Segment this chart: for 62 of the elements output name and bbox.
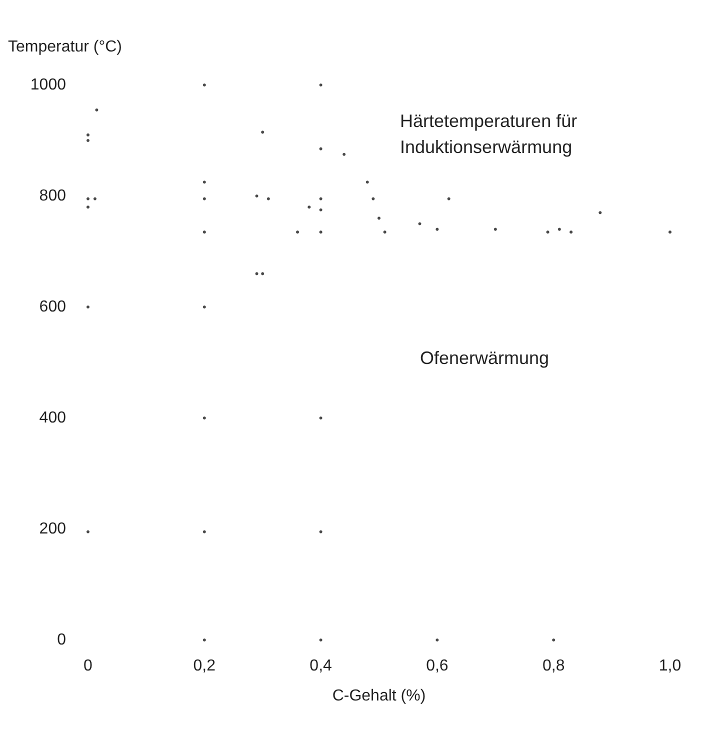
point (319, 638, 322, 642)
point (255, 272, 258, 276)
point (86, 139, 90, 142)
point (598, 211, 602, 214)
point (319, 530, 322, 534)
point (668, 230, 672, 234)
point (308, 206, 311, 209)
point (436, 228, 439, 231)
point (202, 197, 206, 200)
x-tick-label: 0,6 (426, 658, 448, 674)
y-tick-label: 600 (39, 298, 66, 316)
y-tick-label: 800 (39, 188, 66, 204)
annotation: Härtetemperaturen für Induktionserwärmung (400, 111, 578, 157)
x-tick-label: 0,8 (542, 658, 565, 674)
point (86, 197, 90, 200)
point (86, 530, 90, 534)
point (261, 130, 264, 134)
point (86, 306, 90, 308)
point (558, 228, 561, 231)
y-tick-label: 400 (39, 410, 66, 426)
point (261, 272, 264, 276)
point (266, 197, 270, 200)
point (319, 84, 322, 86)
point (93, 197, 96, 200)
point (202, 230, 206, 234)
point (372, 197, 375, 200)
x-tick-label: 1,0 (658, 658, 682, 674)
point (436, 638, 439, 642)
point (319, 197, 322, 200)
point (86, 206, 90, 209)
point (86, 133, 90, 136)
x-tick-label: 0 (84, 658, 93, 674)
point (366, 180, 369, 184)
point (378, 216, 380, 220)
point (319, 416, 322, 420)
point (570, 230, 573, 234)
point (255, 194, 258, 198)
point (552, 638, 556, 642)
point (319, 208, 322, 212)
point (342, 152, 346, 156)
annotation: Ofenerwärmung (420, 348, 550, 368)
point (202, 180, 206, 184)
point (319, 230, 322, 234)
y-tick-label: 0 (57, 632, 66, 648)
point (95, 108, 98, 112)
point (296, 230, 300, 234)
point (494, 228, 497, 231)
point (383, 230, 386, 234)
y-tick-label: 200 (39, 520, 66, 538)
point (319, 147, 322, 150)
point (202, 638, 206, 642)
point (202, 530, 206, 534)
point (202, 416, 206, 420)
x-tick-label: 0,4 (310, 658, 332, 674)
point (202, 306, 206, 308)
y-tick-label: 1000 (30, 76, 66, 94)
y-axis-title: Temperatur (°C) (8, 38, 122, 56)
point (202, 84, 206, 86)
point (418, 222, 422, 226)
x-axis-title: C-Gehalt (%) (332, 688, 426, 704)
x-tick-label: 0,2 (193, 658, 216, 674)
point (546, 230, 550, 234)
